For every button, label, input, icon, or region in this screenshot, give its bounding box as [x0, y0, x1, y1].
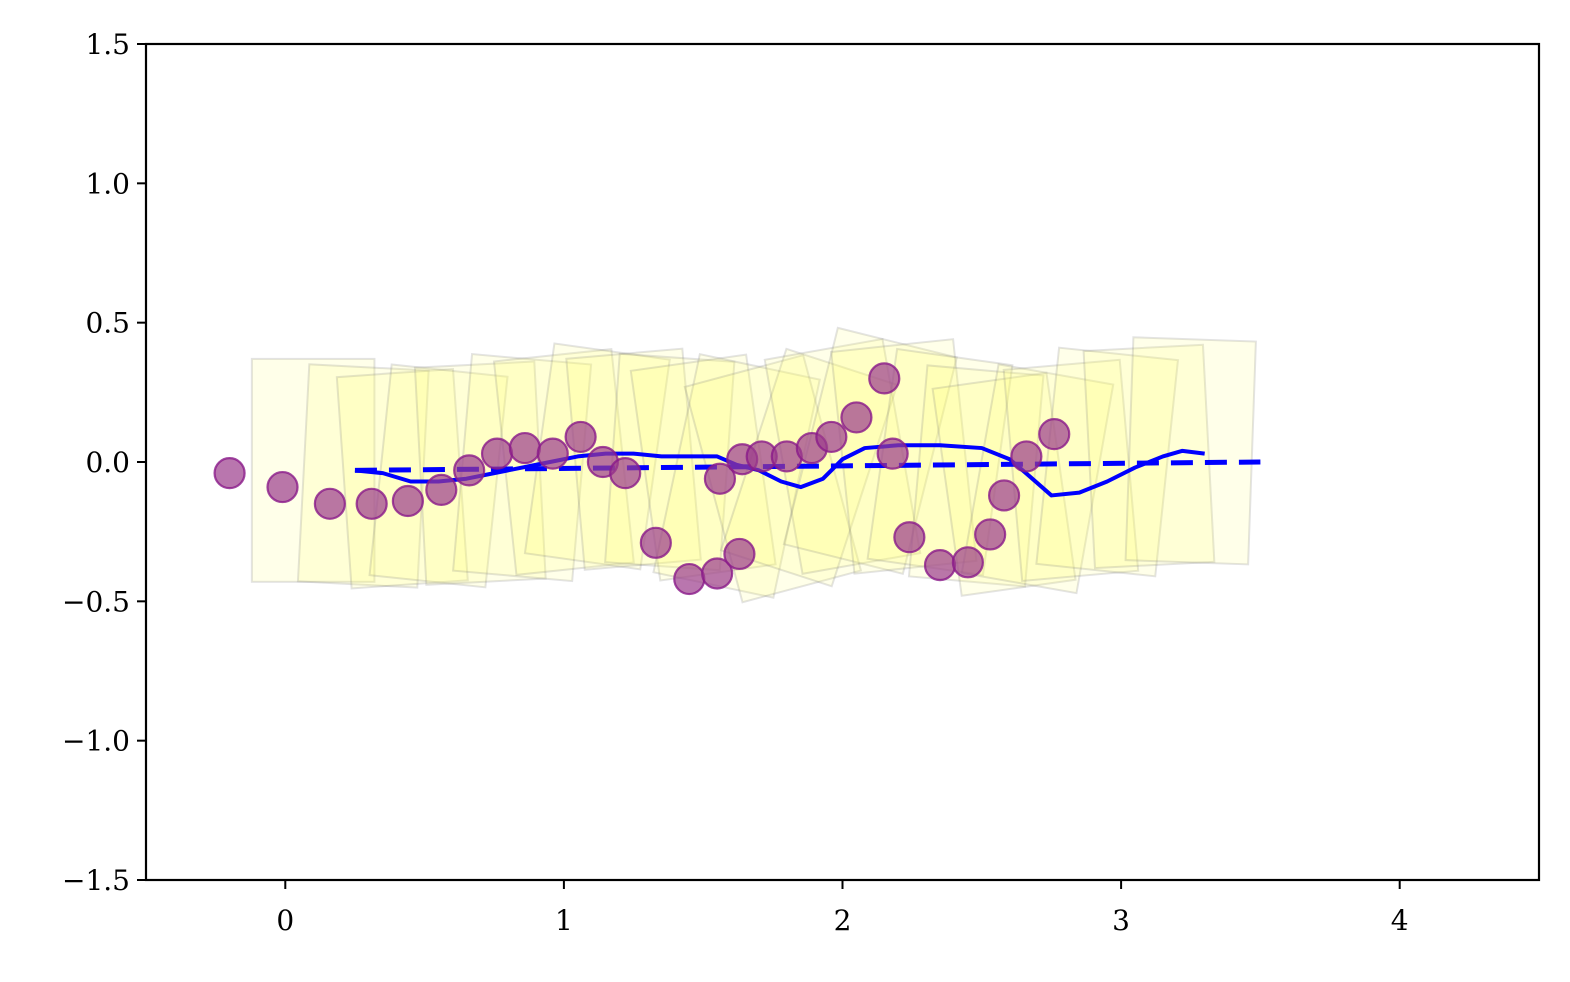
scatter-point [893, 521, 926, 554]
x-tick-label: 3 [1112, 904, 1130, 937]
scatter-point [723, 537, 756, 571]
translucent-box [565, 347, 702, 571]
scatter-point [1010, 440, 1043, 473]
y-tick-label: 0.0 [85, 446, 130, 479]
scatter-point [425, 473, 458, 506]
scatter-point [639, 526, 672, 559]
scatter-point [840, 401, 873, 434]
y-tick-label: −0.5 [62, 585, 130, 618]
translucent-box [1002, 358, 1140, 583]
scatter-point [391, 484, 424, 518]
translucent-box [296, 363, 430, 589]
y-axis: −1.5 −1.0 −0.5 0.0 0.5 1.0 1.5 [62, 28, 146, 897]
scatter-point [564, 420, 597, 454]
y-tick-label: 1.0 [85, 167, 130, 200]
lines-layer [354, 443, 1261, 498]
scatter-point [313, 487, 346, 520]
y-tick-label: −1.0 [62, 725, 130, 758]
x-tick-label: 2 [834, 904, 852, 937]
scatter-point [868, 362, 901, 395]
scatter-point [1038, 418, 1071, 451]
scatter-point [923, 549, 957, 582]
scatter-point [673, 562, 706, 596]
x-tick-label: 1 [555, 904, 573, 937]
y-tick-label: 0.5 [85, 307, 130, 340]
y-tick-label: 1.5 [85, 28, 130, 61]
x-tick-label: 4 [1391, 904, 1409, 937]
x-axis: 0 1 2 3 4 [276, 880, 1409, 937]
scatter-point [536, 437, 569, 470]
points-layer [213, 362, 1071, 596]
solid-fit-line [354, 443, 1205, 498]
translucent-box [1082, 343, 1216, 570]
scatter-point [213, 457, 246, 490]
scatter-point [453, 454, 486, 487]
scatter-point [987, 479, 1021, 512]
y-tick-label: −1.5 [62, 864, 130, 897]
scatter-point [480, 437, 514, 470]
scatter-point [876, 437, 909, 470]
scatter-point [951, 546, 984, 579]
scatter-point [355, 487, 388, 520]
x-tick-label: 0 [276, 904, 294, 937]
translucent-box [250, 357, 376, 583]
scatter-point [974, 518, 1007, 551]
scatter-point [266, 470, 299, 504]
scatter-point [609, 457, 642, 490]
scatter-point [815, 420, 848, 454]
scatter-point [703, 462, 737, 495]
scatter-point [701, 557, 734, 590]
scatter-point [508, 431, 541, 465]
